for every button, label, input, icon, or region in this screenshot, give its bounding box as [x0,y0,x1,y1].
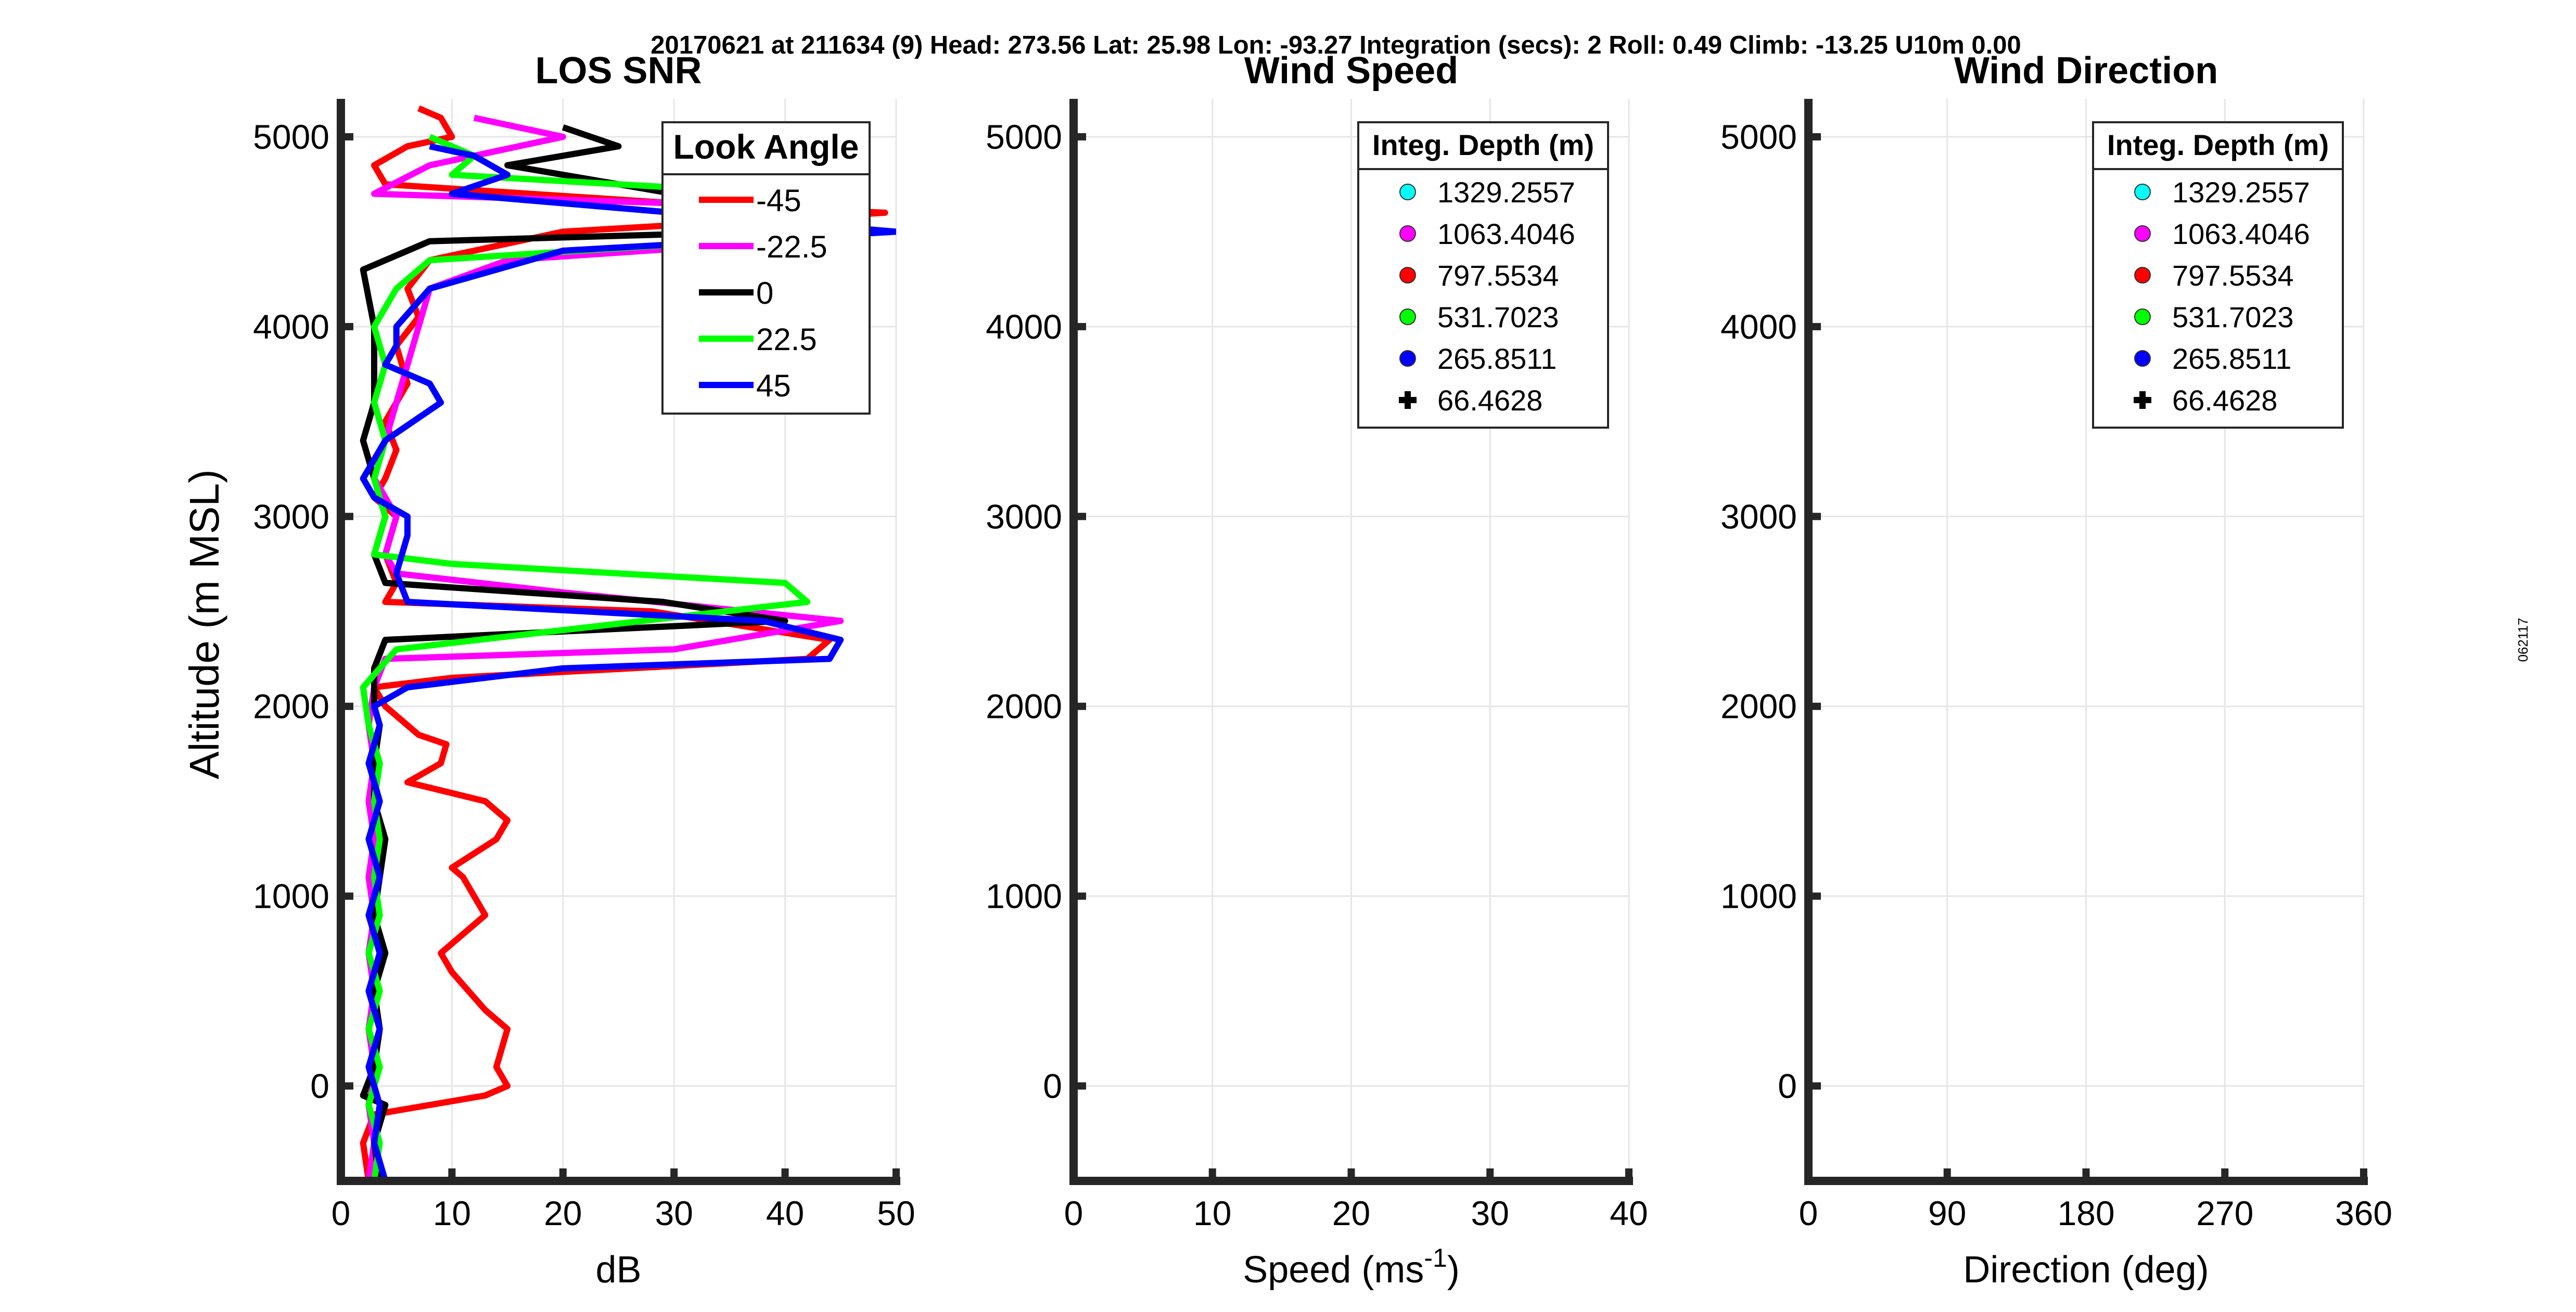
legend-label: 531.7023 [2172,301,2294,333]
series-line--45 [360,105,888,1181]
legend: Integ. Depth (m) 1329.2557 1063.4046 797.55… [2092,121,2344,429]
x-tick-label: 30 [1471,1194,1509,1232]
y-tick-label: 5000 [986,118,1062,156]
legend-label: 531.7023 [1437,301,1559,333]
y-tick-label: 2000 [986,687,1062,726]
x-tick-label: 360 [2335,1194,2392,1232]
legend-marker-531.7023 [2134,308,2151,325]
x-tick-label: 270 [2196,1194,2253,1232]
legend-marker-797.5534 [1399,267,1416,284]
legend-label: 1329.2557 [2172,176,2310,209]
y-tick-label: 4000 [986,307,1062,346]
legend-marker-66.4628 [2134,391,2151,409]
x-tick-label: 40 [766,1194,804,1232]
x-tick-label: 90 [1928,1194,1966,1232]
x-axis-label-end: ) [1447,1249,1460,1291]
legend-label: 0 [756,276,773,311]
legend: Integ. Depth (m) 1329.2557 1063.4046 797.55… [1357,121,1609,429]
legend-marker-265.8511 [1399,350,1416,367]
legend-marker-797.5534 [2134,267,2151,284]
x-tick-label: 0 [1064,1194,1083,1232]
y-tick-label: 5000 [1720,118,1797,156]
legend-title: Integ. Depth (m) [2107,128,2329,161]
y-tick-label: 1000 [253,877,329,916]
x-tick-label: 10 [433,1194,471,1232]
legend-marker-265.8511 [2134,350,2151,367]
legend-marker-531.7023 [1399,308,1416,325]
x-tick-label: 0 [1799,1194,1818,1232]
y-tick-label: 0 [310,1067,329,1105]
y-tick-label: 0 [1778,1067,1797,1105]
y-tick-label: 3000 [1720,497,1797,536]
legend-label: 1063.4046 [2172,217,2310,250]
legend-marker-1063.4046 [2134,225,2151,242]
x-tick-label: 20 [544,1194,582,1232]
legend-label: 66.4628 [1437,384,1542,417]
y-tick-label: 0 [1043,1067,1062,1105]
series-line-22.5 [360,134,811,1181]
legend-label: -45 [756,183,801,218]
legend-label: 797.5534 [1437,259,1559,292]
y-axis-label: Altitude (m MSL) [181,469,227,779]
legend-marker-1329.2557 [2134,184,2151,200]
series-line-45 [360,143,896,1181]
x-tick-label: 50 [877,1194,915,1232]
legend-marker-66.4628 [1399,391,1417,409]
legend-label: 265.8511 [1437,342,1557,375]
legend-title: Look Angle [673,127,859,166]
legend-label: 797.5534 [2172,259,2294,292]
y-tick-label: 3000 [253,497,329,536]
chart-panel-3: 0 1000 2000 3000 4000 5000 0 90 180 270 360 Wind Di… [1720,50,2392,1291]
x-axis-label: Speed (ms-1) [1243,1243,1460,1291]
chart-panel-1: 0 1000 2000 3000 4000 5000 0 10 20 30 40 50 LOS SNR d… [181,50,915,1291]
x-axis-label-superscript: -1 [1424,1243,1447,1272]
side-label: 062117 [2515,618,2531,662]
legend-label: 1063.4046 [1437,217,1575,250]
y-tick-label: 5000 [253,118,329,156]
legend-label: 66.4628 [2172,384,2277,417]
legend-label: 45 [756,368,791,403]
chart-title: Wind Direction [1954,50,2218,92]
x-tick-label: 30 [655,1194,693,1232]
y-tick-label: 3000 [986,497,1062,536]
y-tick-label: 2000 [253,687,329,726]
legend-label: -22.5 [756,229,827,264]
chart-title: Wind Speed [1244,50,1458,92]
legend-marker-1063.4046 [1399,225,1416,242]
legend-marker-1329.2557 [1399,184,1416,200]
legend-label: 22.5 [756,322,817,357]
legend: Look Angle -45 -22.5 0 22.5 45 [661,121,871,415]
chart-title: LOS SNR [535,50,702,92]
y-tick-label: 4000 [1720,307,1797,346]
y-tick-label: 1000 [986,877,1062,916]
y-tick-label: 1000 [1720,877,1797,916]
legend-title: Integ. Depth (m) [1372,128,1594,161]
x-tick-label: 180 [2057,1194,2114,1232]
legend-label: 1329.2557 [1437,176,1575,209]
x-tick-label: 10 [1193,1194,1231,1232]
x-axis-label: Direction (deg) [1963,1249,2209,1291]
legend-label: 265.8511 [2172,342,2291,375]
y-tick-label: 2000 [1720,687,1797,726]
x-tick-label: 40 [1610,1194,1648,1232]
y-tick-label: 4000 [253,307,329,346]
x-axis-label: dB [595,1249,641,1291]
x-tick-label: 0 [331,1194,351,1232]
x-tick-label: 20 [1332,1194,1370,1232]
chart-panel-2: 0 1000 2000 3000 4000 5000 0 10 20 30 40 Wind Speed… [986,50,1648,1291]
header-text: 20170621 at 211634 (9) Head: 273.56 Lat:… [651,31,2021,59]
legend-box [661,121,871,415]
